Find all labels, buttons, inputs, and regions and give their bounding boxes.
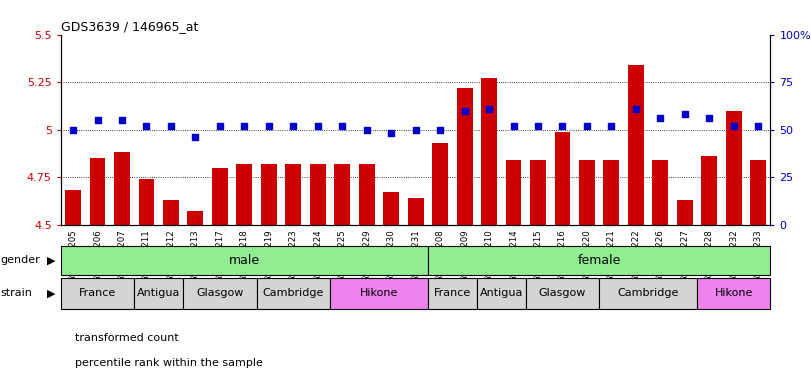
Text: transformed count: transformed count: [75, 333, 179, 343]
Point: [140, 123, 153, 129]
Point: [262, 123, 275, 129]
Bar: [163, 200, 179, 225]
Point: [311, 123, 324, 129]
Bar: [408, 198, 423, 225]
Bar: [477, 278, 526, 309]
Bar: [61, 246, 428, 275]
Text: Cambridge: Cambridge: [617, 288, 679, 298]
Bar: [599, 278, 697, 309]
Text: male: male: [229, 254, 260, 266]
Bar: [256, 278, 330, 309]
Bar: [628, 65, 644, 225]
Bar: [428, 246, 770, 275]
Point: [238, 123, 251, 129]
Bar: [285, 164, 301, 225]
Bar: [579, 160, 595, 225]
Bar: [726, 111, 742, 225]
Bar: [428, 278, 477, 309]
Bar: [334, 164, 350, 225]
Bar: [530, 160, 546, 225]
Bar: [212, 168, 228, 225]
Point: [727, 123, 740, 129]
Text: percentile rank within the sample: percentile rank within the sample: [75, 358, 264, 368]
Bar: [236, 164, 252, 225]
Point: [434, 127, 447, 133]
Text: gender: gender: [1, 255, 41, 265]
Bar: [457, 88, 473, 225]
Bar: [135, 278, 183, 309]
Bar: [187, 211, 204, 225]
Bar: [505, 160, 521, 225]
Bar: [61, 278, 135, 309]
Bar: [750, 160, 766, 225]
Text: Glasgow: Glasgow: [539, 288, 586, 298]
Bar: [481, 78, 497, 225]
Bar: [677, 200, 693, 225]
Point: [654, 115, 667, 121]
Text: France: France: [79, 288, 116, 298]
Bar: [261, 164, 277, 225]
Text: Antigua: Antigua: [137, 288, 180, 298]
Point: [165, 123, 178, 129]
Point: [531, 123, 544, 129]
Text: ▶: ▶: [47, 255, 55, 265]
Point: [115, 117, 128, 123]
Point: [91, 117, 104, 123]
Point: [703, 115, 716, 121]
Bar: [358, 164, 375, 225]
Bar: [702, 156, 717, 225]
Text: France: France: [434, 288, 471, 298]
Text: GDS3639 / 146965_at: GDS3639 / 146965_at: [61, 20, 198, 33]
Point: [384, 130, 397, 136]
Point: [605, 123, 618, 129]
Bar: [555, 131, 570, 225]
Bar: [697, 278, 770, 309]
Bar: [603, 160, 620, 225]
Bar: [114, 152, 130, 225]
Bar: [652, 160, 668, 225]
Point: [678, 111, 691, 118]
Point: [507, 123, 520, 129]
Text: strain: strain: [1, 288, 32, 298]
Bar: [139, 179, 154, 225]
Text: Hikone: Hikone: [714, 288, 753, 298]
Text: ▶: ▶: [47, 288, 55, 298]
Point: [213, 123, 226, 129]
Point: [336, 123, 349, 129]
Bar: [384, 192, 399, 225]
Point: [458, 108, 471, 114]
Point: [752, 123, 765, 129]
Point: [189, 134, 202, 140]
Bar: [432, 143, 448, 225]
Bar: [330, 278, 428, 309]
Text: Glasgow: Glasgow: [196, 288, 243, 298]
Point: [483, 106, 496, 112]
Bar: [526, 278, 599, 309]
Bar: [183, 278, 256, 309]
Point: [67, 127, 79, 133]
Point: [360, 127, 373, 133]
Point: [287, 123, 300, 129]
Text: Cambridge: Cambridge: [263, 288, 324, 298]
Text: Antigua: Antigua: [479, 288, 523, 298]
Point: [556, 123, 569, 129]
Bar: [310, 164, 326, 225]
Text: Hikone: Hikone: [360, 288, 398, 298]
Point: [629, 106, 642, 112]
Bar: [89, 158, 105, 225]
Point: [581, 123, 594, 129]
Text: female: female: [577, 254, 621, 266]
Bar: [65, 190, 81, 225]
Point: [409, 127, 422, 133]
